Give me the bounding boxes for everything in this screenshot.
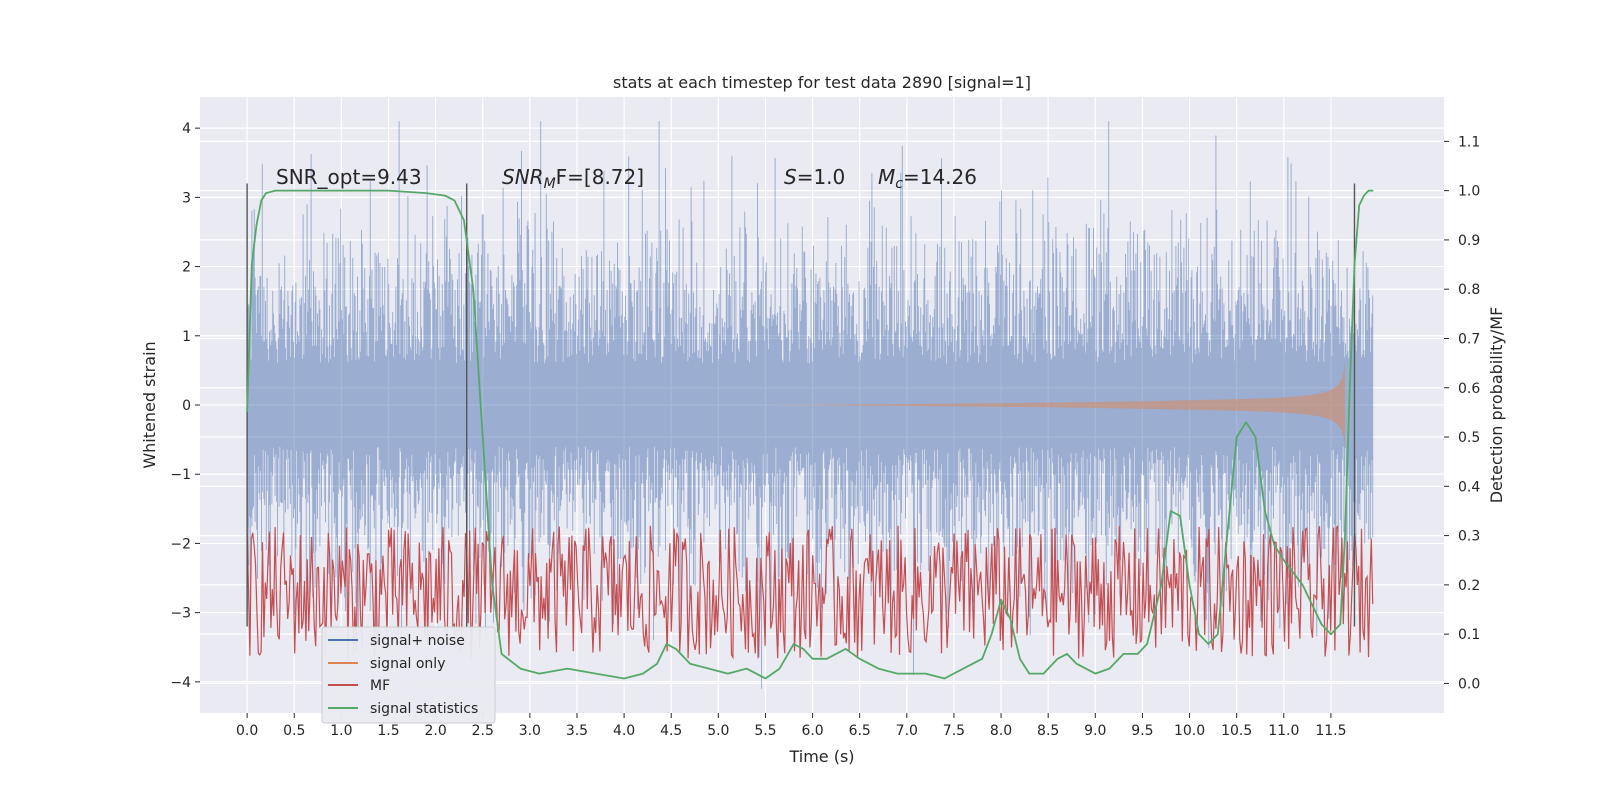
legend: signal+ noise signal only MF signal stat… bbox=[321, 626, 496, 724]
x-axis-label: Time (s) bbox=[788, 747, 854, 766]
y2-tick-label-9: 0.2 bbox=[1458, 578, 1480, 594]
x-tick-label-8: 4.0 bbox=[613, 723, 635, 739]
y-axis-label: Whitened strain bbox=[140, 341, 159, 468]
y-tick-label-8: −4 bbox=[170, 675, 191, 691]
x-tick-label-5: 2.5 bbox=[472, 723, 494, 739]
y2-tick-label-11: 0.0 bbox=[1458, 676, 1480, 692]
y-tick-label-5: −1 bbox=[170, 467, 191, 483]
y-tick-label-1: 3 bbox=[182, 190, 191, 206]
signal-only-envelope bbox=[765, 361, 1345, 449]
x-tick-label-19: 9.5 bbox=[1131, 723, 1153, 739]
x-ticks: 0.0 0.5 1.0 1.5 2.0 2.5 3.0 3.5 4.0 4.5 5.0 5.5 6.0 6… bbox=[236, 713, 1346, 739]
y2-tick-label-3: 0.8 bbox=[1458, 282, 1480, 298]
y2-tick-label-2: 0.9 bbox=[1458, 233, 1480, 249]
y2-tick-label-10: 0.1 bbox=[1458, 627, 1480, 643]
x-tick-label-22: 11.0 bbox=[1268, 723, 1299, 739]
y2-tick-label-6: 0.5 bbox=[1458, 430, 1480, 446]
x-tick-label-10: 5.0 bbox=[707, 723, 729, 739]
y2-tick-label-1: 1.0 bbox=[1458, 184, 1480, 200]
x-tick-label-14: 7.0 bbox=[896, 723, 918, 739]
y-tick-label-4: 0 bbox=[182, 398, 191, 414]
legend-box bbox=[321, 626, 496, 724]
y2-axis-label: Detection probability/MF bbox=[1487, 307, 1506, 504]
y2-tick-label-0: 1.1 bbox=[1458, 134, 1480, 150]
x-tick-label-23: 11.5 bbox=[1315, 723, 1346, 739]
y-ticks: 4 3 2 1 0 −1 −2 −3 −4 bbox=[170, 121, 200, 691]
legend-label-signal-statistics: signal statistics bbox=[370, 701, 478, 717]
annotation-mc: Mc=14.26 bbox=[878, 165, 977, 192]
y2-tick-label-8: 0.3 bbox=[1458, 529, 1480, 545]
chart-title: stats at each timestep for test data 289… bbox=[613, 73, 1031, 92]
x-tick-label-16: 8.0 bbox=[990, 723, 1012, 739]
y-tick-label-6: −2 bbox=[170, 536, 191, 552]
y-tick-label-0: 4 bbox=[182, 121, 191, 137]
y2-tick-label-4: 0.7 bbox=[1458, 331, 1480, 347]
x-tick-label-9: 4.5 bbox=[660, 723, 682, 739]
signal-statistics-series bbox=[246, 189, 1374, 680]
y-tick-label-2: 2 bbox=[182, 260, 191, 276]
x-tick-label-15: 7.5 bbox=[943, 723, 965, 739]
annotation-s: S=1.0 bbox=[784, 165, 845, 189]
x-tick-label-4: 2.0 bbox=[424, 723, 446, 739]
legend-label-signal-only: signal only bbox=[370, 656, 445, 672]
legend-label-signal-noise: signal+ noise bbox=[370, 633, 465, 649]
x-tick-label-0: 0.0 bbox=[236, 723, 258, 739]
x-tick-label-3: 1.5 bbox=[377, 723, 399, 739]
x-tick-label-11: 5.5 bbox=[754, 723, 776, 739]
y2-ticks: 1.1 1.0 0.9 0.8 0.7 0.6 0.5 0.4 0.3 0.2 0.1 0.0 bbox=[1444, 134, 1480, 692]
x-tick-label-17: 8.5 bbox=[1037, 723, 1059, 739]
y-tick-label-7: −3 bbox=[170, 606, 191, 622]
annotation-snr-mf: SNRMF=[8.72] bbox=[502, 165, 644, 192]
legend-label-mf: MF bbox=[370, 678, 390, 694]
signal-only-series bbox=[765, 361, 1345, 449]
x-tick-label-20: 10.0 bbox=[1174, 723, 1205, 739]
x-tick-label-21: 10.5 bbox=[1221, 723, 1252, 739]
x-tick-label-6: 3.0 bbox=[519, 723, 541, 739]
x-tick-label-7: 3.5 bbox=[566, 723, 588, 739]
x-tick-label-12: 6.0 bbox=[801, 723, 823, 739]
y-tick-label-3: 1 bbox=[182, 329, 191, 345]
y2-tick-label-7: 0.4 bbox=[1458, 479, 1480, 495]
y2-tick-label-5: 0.6 bbox=[1458, 381, 1480, 397]
x-tick-label-13: 6.5 bbox=[849, 723, 871, 739]
x-tick-label-1: 0.5 bbox=[283, 723, 305, 739]
signal-statistics-line bbox=[246, 189, 1374, 680]
x-tick-label-2: 1.0 bbox=[330, 723, 352, 739]
annotation-snr-opt: SNR_opt=9.43 bbox=[276, 165, 422, 189]
x-tick-label-18: 9.0 bbox=[1084, 723, 1106, 739]
